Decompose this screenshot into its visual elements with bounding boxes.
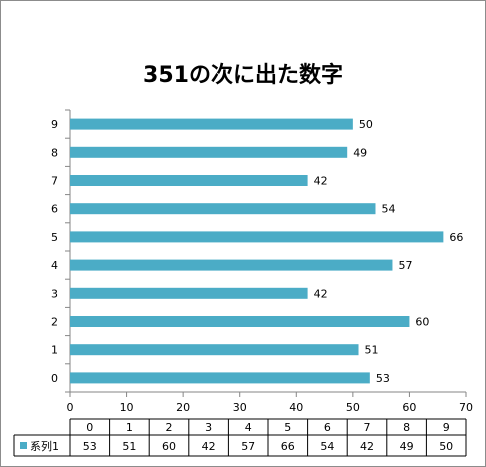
table-header-cell: 3 [205,421,212,434]
table-header-cell: 6 [324,421,331,434]
y-tick-label: 5 [51,231,58,244]
legend-swatch [20,442,27,449]
table-value-cell: 50 [439,440,453,453]
x-tick-label: 0 [67,401,74,414]
bar [70,118,353,130]
data-label: 54 [381,203,395,216]
table-header-cell: 4 [245,421,252,434]
table-value-cell: 54 [320,440,334,453]
y-tick-label: 6 [51,203,58,216]
data-label: 50 [359,118,373,131]
table-header-cell: 0 [86,421,93,434]
data-label: 53 [376,372,390,385]
bar [70,287,308,299]
data-label: 60 [415,316,429,329]
data-label: 57 [398,259,412,272]
bar [70,231,444,243]
table-value-cell: 42 [202,440,216,453]
chart-title: 351の次に出た数字 [143,63,343,88]
y-tick-label: 7 [51,175,58,188]
table-value-cell: 66 [281,440,295,453]
table-header-cell: 5 [284,421,291,434]
y-tick-label: 3 [51,287,58,300]
table-header-cell: 8 [403,421,410,434]
table-value-cell: 57 [241,440,255,453]
x-tick-label: 20 [176,401,190,414]
data-label: 49 [353,146,367,159]
table-value-cell: 42 [360,440,374,453]
table-value-cell: 60 [162,440,176,453]
data-label: 66 [449,231,463,244]
legend-label: 系列1 [30,439,59,453]
y-tick-label: 9 [51,118,58,131]
bar [70,316,410,327]
bar [70,146,348,158]
data-label: 51 [365,344,379,357]
table-value-cell: 53 [83,440,97,453]
table-header-cell: 7 [364,421,371,434]
bar [70,344,359,356]
x-tick-label: 70 [459,401,473,414]
data-label: 42 [314,175,328,188]
x-tick-label: 10 [120,401,134,414]
table-header-cell: 1 [126,421,133,434]
bar [70,372,370,384]
x-tick-label: 50 [346,401,360,414]
y-tick-label: 0 [51,372,58,385]
y-tick-label: 8 [51,146,58,159]
table-header-cell: 2 [166,421,173,434]
y-tick-label: 1 [51,344,58,357]
y-tick-label: 4 [51,259,58,272]
y-tick-label: 2 [51,316,58,329]
bar [70,203,376,215]
x-tick-label: 40 [289,401,303,414]
x-tick-label: 30 [233,401,247,414]
bar [70,175,308,186]
data-label: 42 [314,287,328,300]
bar [70,259,393,271]
x-tick-label: 60 [402,401,416,414]
table-header-cell: 9 [443,421,450,434]
table-value-cell: 49 [400,440,414,453]
table-value-cell: 51 [122,440,136,453]
